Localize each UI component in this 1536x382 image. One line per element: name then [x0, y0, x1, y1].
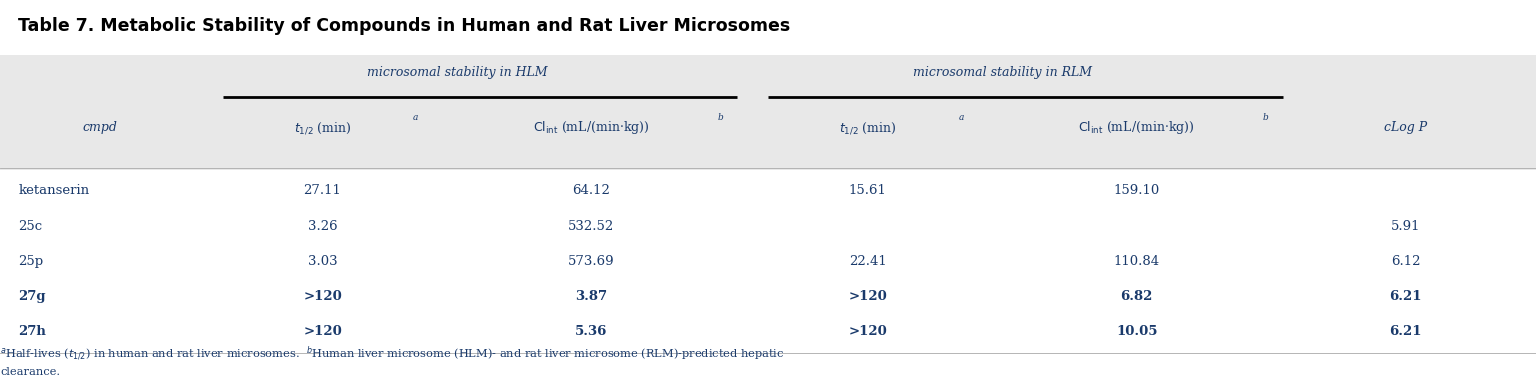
Text: 64.12: 64.12: [573, 185, 610, 197]
Text: 3.03: 3.03: [307, 255, 338, 268]
Text: 159.10: 159.10: [1114, 185, 1160, 197]
Text: 5.91: 5.91: [1390, 220, 1421, 233]
Text: 27h: 27h: [18, 325, 46, 338]
Text: 25c: 25c: [18, 220, 43, 233]
Text: 6.82: 6.82: [1120, 290, 1154, 303]
Text: 5.36: 5.36: [574, 325, 608, 338]
Text: 110.84: 110.84: [1114, 255, 1160, 268]
Text: 6.21: 6.21: [1389, 325, 1422, 338]
Text: microsomal stability in RLM: microsomal stability in RLM: [912, 66, 1092, 79]
Text: 25p: 25p: [18, 255, 43, 268]
Text: 6.21: 6.21: [1389, 290, 1422, 303]
Text: cLog P: cLog P: [1384, 121, 1427, 134]
Text: >120: >120: [848, 290, 888, 303]
Text: clearance.: clearance.: [0, 367, 60, 377]
Text: 15.61: 15.61: [849, 185, 886, 197]
Text: a: a: [958, 113, 963, 122]
Text: Table 7. Metabolic Stability of Compounds in Human and Rat Liver Microsomes: Table 7. Metabolic Stability of Compound…: [18, 17, 791, 35]
Text: >120: >120: [848, 325, 888, 338]
Text: a: a: [413, 113, 418, 122]
Text: 27g: 27g: [18, 290, 46, 303]
Text: $\mathit{t}_{1/2}$ (min): $\mathit{t}_{1/2}$ (min): [839, 120, 897, 136]
Text: microsomal stability in HLM: microsomal stability in HLM: [367, 66, 547, 79]
Text: 22.41: 22.41: [849, 255, 886, 268]
Text: b: b: [1263, 113, 1269, 122]
Text: 10.05: 10.05: [1115, 325, 1158, 338]
Text: 3.26: 3.26: [307, 220, 338, 233]
Text: $\mathit{t}_{1/2}$ (min): $\mathit{t}_{1/2}$ (min): [293, 120, 352, 136]
Text: $^a$Half-lives ($t_{1/2}$) in human and rat liver microsomes.  $^b$Human liver m: $^a$Half-lives ($t_{1/2}$) in human and …: [0, 344, 785, 363]
Text: >120: >120: [303, 290, 343, 303]
Text: cmpd: cmpd: [83, 121, 117, 134]
Text: b: b: [717, 113, 723, 122]
Text: 6.12: 6.12: [1390, 255, 1421, 268]
Text: >120: >120: [303, 325, 343, 338]
Text: 532.52: 532.52: [568, 220, 614, 233]
Text: ketanserin: ketanserin: [18, 185, 89, 197]
FancyBboxPatch shape: [0, 55, 1536, 170]
Text: $\mathrm{Cl}_\mathrm{int}$ (mL/(min·kg)): $\mathrm{Cl}_\mathrm{int}$ (mL/(min·kg)): [1078, 120, 1195, 136]
Text: $\mathrm{Cl}_\mathrm{int}$ (mL/(min·kg)): $\mathrm{Cl}_\mathrm{int}$ (mL/(min·kg)): [533, 120, 650, 136]
Text: 3.87: 3.87: [576, 290, 607, 303]
Text: 573.69: 573.69: [568, 255, 614, 268]
Text: 27.11: 27.11: [304, 185, 341, 197]
